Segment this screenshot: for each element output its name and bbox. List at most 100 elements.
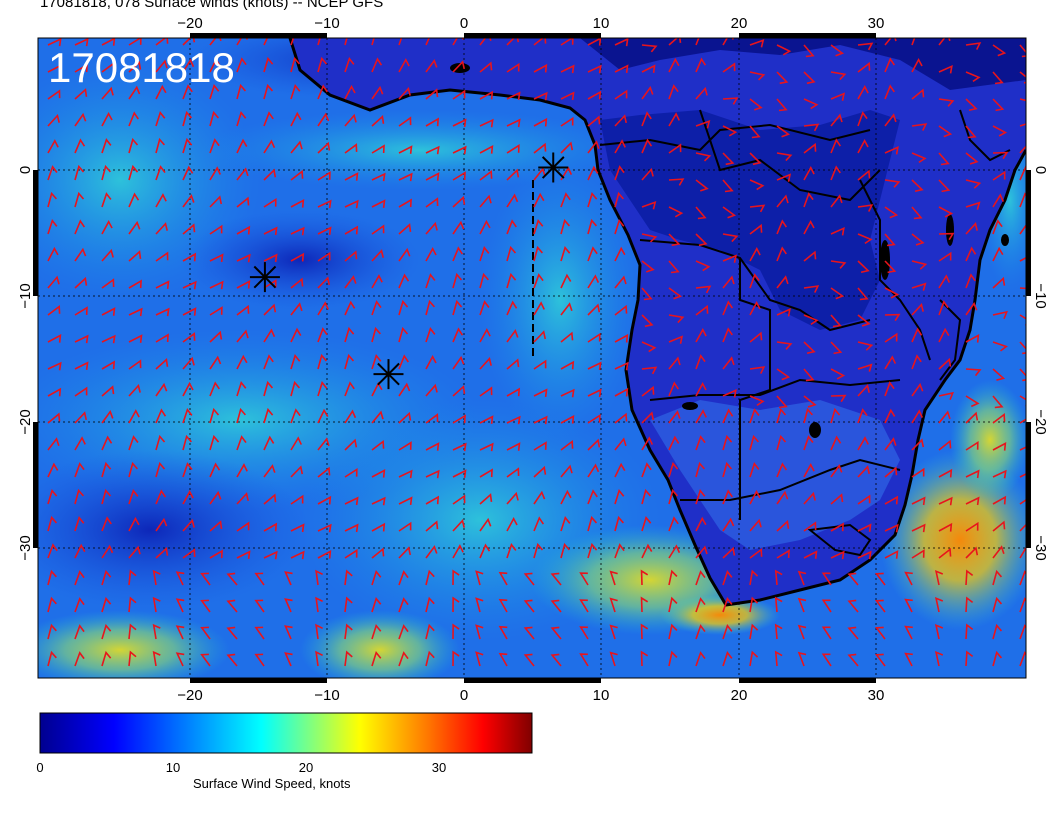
wind-barb [587, 542, 598, 559]
wind-barb [857, 111, 868, 127]
wind-barb [236, 380, 247, 397]
wind-barb [344, 353, 355, 370]
wind-barb [749, 650, 759, 667]
wind-barb [101, 307, 116, 316]
wind-barb [344, 438, 358, 451]
wind-barb [452, 355, 465, 370]
wind-barb [934, 570, 944, 586]
wind-barb [200, 626, 211, 640]
wind-barb [155, 137, 165, 154]
wind-barb [938, 391, 954, 401]
wind-barb [371, 439, 385, 451]
wind-barb [560, 360, 575, 370]
wind-barb [797, 624, 807, 640]
wind-barb [938, 232, 955, 241]
wind-barb [587, 246, 598, 262]
wind-barb [209, 38, 222, 46]
wind-barb [155, 333, 169, 343]
wind-barb [776, 462, 788, 478]
wind-barb [128, 250, 142, 262]
wind-barb [641, 488, 652, 505]
wind-barb [425, 172, 440, 181]
wind-barb [668, 260, 680, 274]
wind-barb [74, 191, 85, 208]
wind-barb [803, 166, 815, 181]
wind-barb [425, 650, 435, 667]
wind-barb [498, 571, 508, 586]
wind-barb [641, 515, 652, 532]
wind-barb [101, 86, 114, 100]
wind-barb [506, 38, 520, 46]
wind-barb [803, 219, 815, 235]
wind-barb [934, 624, 944, 640]
wind-barb [452, 145, 467, 155]
wind-barb [175, 571, 185, 586]
wind-barb [175, 598, 185, 613]
wind-barb [47, 387, 62, 397]
wind-barb [533, 388, 548, 398]
wind-barb [904, 625, 913, 640]
wind-barb [236, 57, 247, 73]
wind-barb [1019, 341, 1026, 355]
wind-barb [911, 179, 924, 193]
wind-barb [1019, 651, 1026, 667]
wind-barb [128, 111, 139, 127]
wind-barb [398, 624, 409, 640]
wind-barb [371, 85, 384, 100]
wind-barb [776, 519, 790, 532]
wind-barb [74, 88, 88, 100]
wind-barb [533, 301, 545, 316]
wind-barb [560, 302, 573, 316]
colorbar-label: Surface Wind Speed, knots [193, 776, 351, 791]
wind-barb [857, 42, 874, 51]
wind-barb [884, 113, 897, 127]
wind-barb [371, 623, 382, 640]
wind-barb [749, 125, 761, 139]
wind-barb [614, 488, 625, 505]
wind-barb [722, 327, 733, 343]
wind-barb [128, 516, 140, 532]
wind-barb [965, 152, 979, 165]
wind-barb [695, 328, 707, 343]
wind-barb [830, 138, 842, 154]
wind-barb [884, 287, 900, 299]
wind-barb [200, 599, 211, 613]
wind-barb [47, 38, 62, 47]
svg-text:0: 0 [460, 15, 468, 32]
wind-barb [749, 596, 759, 613]
wind-barb [695, 545, 708, 559]
wind-barb [965, 650, 974, 667]
wind-barb [506, 516, 518, 532]
wind-barb [830, 435, 842, 451]
wind-barb [506, 329, 519, 343]
wind-barb [904, 571, 913, 586]
wind-barb [344, 381, 355, 397]
wind-barb [695, 179, 709, 192]
wind-barb [209, 138, 220, 154]
wind-barb [182, 332, 196, 343]
wind-barb [315, 650, 323, 667]
wind-barb [398, 521, 412, 532]
wind-barb [236, 253, 251, 263]
wind-barb [641, 86, 654, 100]
wind-barb [425, 569, 435, 586]
wind-barb [128, 569, 137, 586]
wind-barb [74, 247, 87, 262]
wind-barb [830, 394, 847, 403]
wind-barb [965, 496, 980, 506]
wind-barb [992, 623, 1003, 640]
wind-barb [263, 83, 274, 100]
wind-barb [290, 83, 301, 100]
wind-barb [182, 137, 193, 154]
wind-barb [641, 462, 652, 478]
wind-barb [749, 366, 766, 374]
wind-barb [749, 152, 762, 166]
wind-barb [749, 179, 765, 191]
wind-barb [236, 196, 250, 208]
wind-barb [614, 139, 626, 154]
wind-barb [560, 439, 574, 451]
wind-barb [452, 414, 466, 424]
wind-barb [884, 38, 897, 46]
wind-barb [479, 90, 494, 100]
wind-barb [263, 435, 275, 451]
